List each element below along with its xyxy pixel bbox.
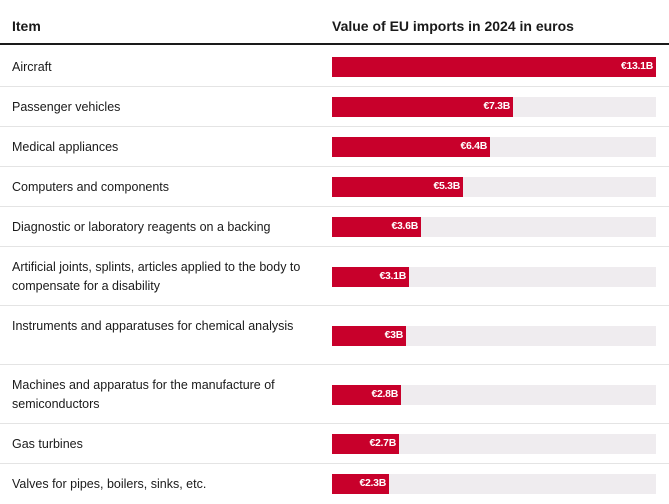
bar-track: €3.1B <box>332 267 656 287</box>
bar-track: €2.7B <box>332 434 656 454</box>
value-label: €2.8B <box>371 388 398 400</box>
bar-track: €6.4B <box>332 137 656 157</box>
bar-track: €5.3B <box>332 177 656 197</box>
category-label: Diagnostic or laboratory reagents on a b… <box>12 220 271 234</box>
chart-row: Diagnostic or laboratory reagents on a b… <box>0 207 669 247</box>
chart-row: Computers and components €5.3B <box>0 167 669 207</box>
bar-track: €13.1B <box>332 57 656 77</box>
category-label: Medical appliances <box>12 140 119 154</box>
chart-row: Valves for pipes, boilers, sinks, etc. €2… <box>0 464 669 504</box>
bar-track: €2.3B <box>332 474 656 494</box>
value-label: €13.1B <box>620 60 653 72</box>
category-label: Artificial joints, splints, articles app… <box>12 260 301 293</box>
bar: €2.3B <box>332 474 389 494</box>
category-label: Valves for pipes, boilers, sinks, etc. <box>12 477 207 491</box>
value-label: €3B <box>384 329 404 341</box>
chart-row: Aircraft €13.1B <box>0 47 669 87</box>
bar: €3.6B <box>332 217 421 237</box>
item-column-header: Item <box>12 18 41 34</box>
value-label: €3.1B <box>379 270 406 282</box>
value-label: €2.3B <box>359 477 386 489</box>
category-label: Aircraft <box>12 60 52 74</box>
bar-track: €7.3B <box>332 97 656 117</box>
bar-track: €3B <box>332 326 656 346</box>
value-label: €2.7B <box>369 437 396 449</box>
value-column-header: Value of EU imports in 2024 in euros <box>332 18 574 34</box>
bar-track: €3.6B <box>332 217 656 237</box>
value-label: €5.3B <box>433 180 460 192</box>
chart-row: Instruments and apparatuses for chemical… <box>0 306 669 365</box>
value-label: €3.6B <box>391 220 418 232</box>
chart-row: Artificial joints, splints, articles app… <box>0 247 669 306</box>
bar: €2.7B <box>332 434 399 454</box>
chart-row: Medical appliances €6.4B <box>0 127 669 167</box>
bar: €2.8B <box>332 385 401 405</box>
category-label: Gas turbines <box>12 437 83 451</box>
chart-row: Machines and apparatus for the manufactu… <box>0 365 669 424</box>
chart-row: Passenger vehicles €7.3B <box>0 87 669 127</box>
value-label: €7.3B <box>483 100 510 112</box>
bar: €6.4B <box>332 137 490 157</box>
category-label: Machines and apparatus for the manufactu… <box>12 378 275 411</box>
table-header: Item Value of EU imports in 2024 in euro… <box>0 0 669 45</box>
bar: €5.3B <box>332 177 463 197</box>
category-label: Passenger vehicles <box>12 100 121 114</box>
value-label: €6.4B <box>460 140 487 152</box>
chart-row: Gas turbines €2.7B <box>0 424 669 464</box>
category-label: Instruments and apparatuses for chemical… <box>12 319 294 333</box>
category-label: Computers and components <box>12 180 170 194</box>
bar: €3.1B <box>332 267 409 287</box>
bar-track: €2.8B <box>332 385 656 405</box>
bar: €3B <box>332 326 406 346</box>
bar: €7.3B <box>332 97 513 117</box>
bar: €13.1B <box>332 57 656 77</box>
